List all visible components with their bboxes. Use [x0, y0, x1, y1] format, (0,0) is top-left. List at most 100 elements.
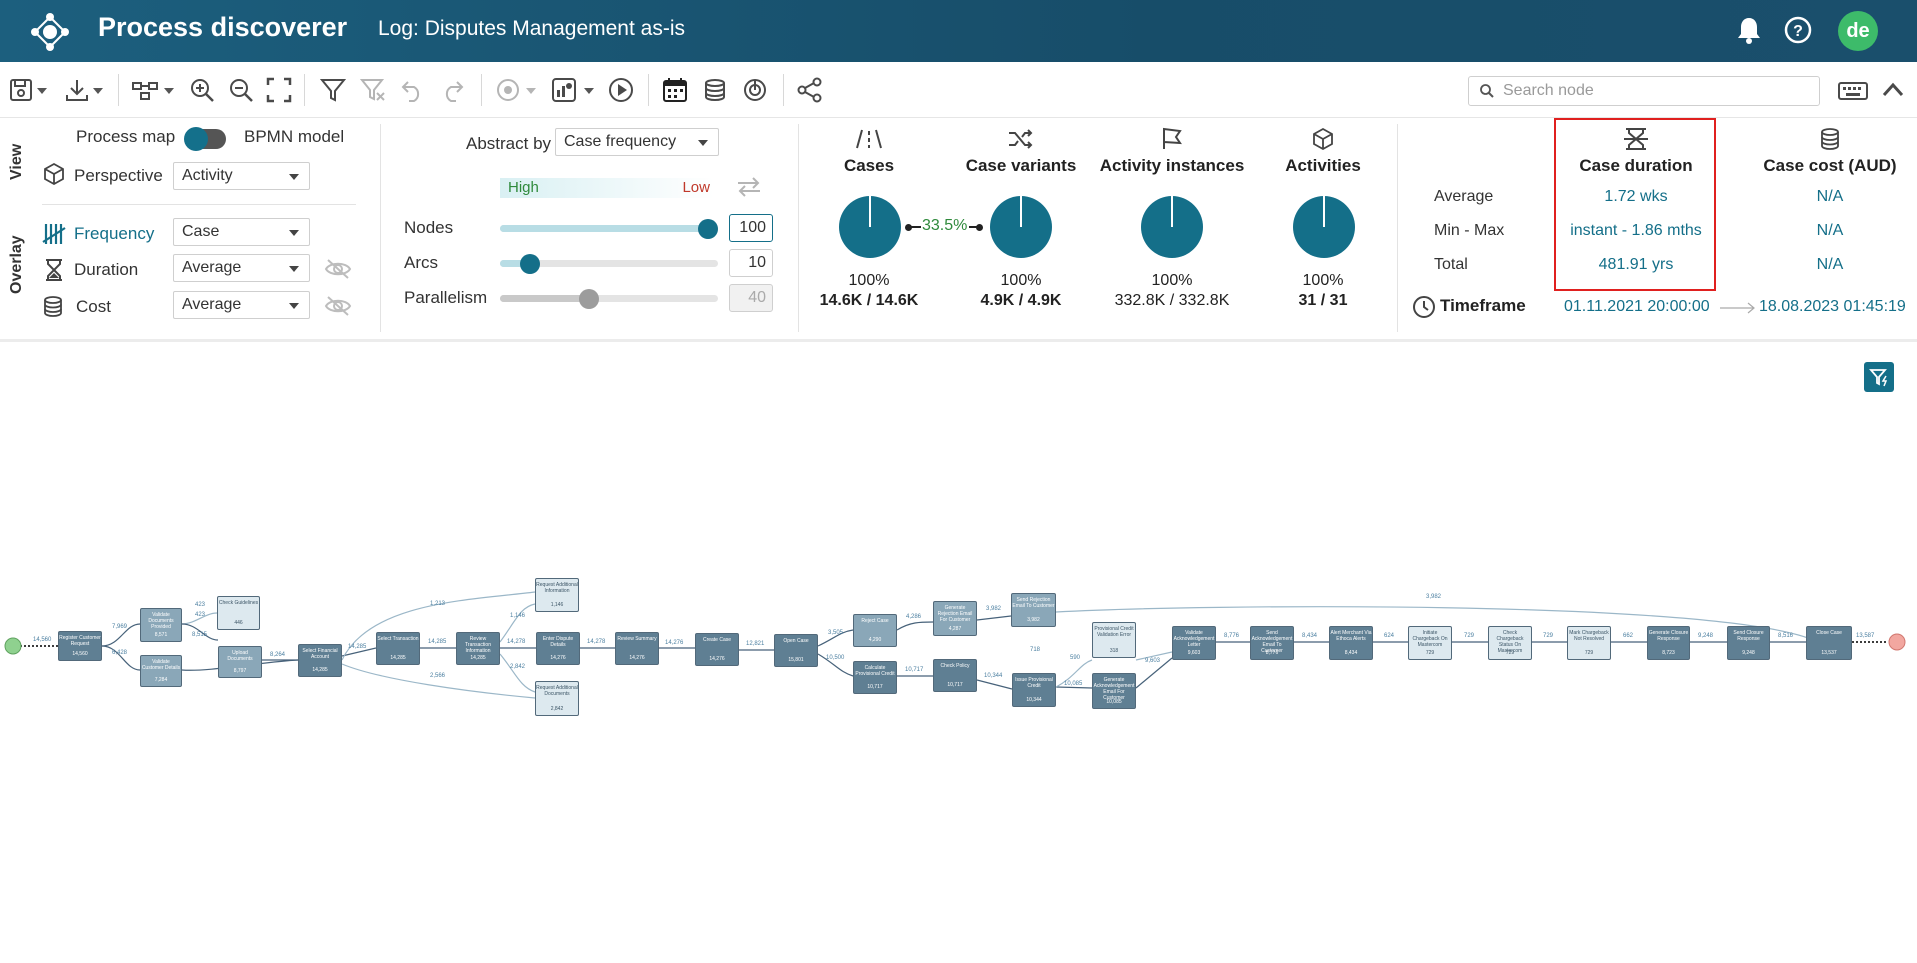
nodes-value-input[interactable]: 100 [729, 214, 773, 242]
download-menu-chevron-down-icon[interactable] [93, 88, 103, 94]
dashboard-icon[interactable] [551, 77, 577, 103]
timeframe-start[interactable]: 01.11.2021 20:00:00 [1564, 298, 1710, 315]
cost-hide-eye-icon[interactable] [324, 295, 352, 317]
node-select-financial-account[interactable]: Select Financial Account 14,285 [298, 644, 342, 677]
node-upload-documents[interactable]: Upload Documents 8,797 [218, 646, 262, 678]
node-check-chargeback-status[interactable]: Check Chargeback Status On Mastercom 729 [1488, 626, 1532, 660]
swap-direction-icon[interactable] [736, 176, 762, 198]
start-event[interactable] [4, 637, 22, 655]
view-mode-toggle[interactable] [184, 127, 226, 151]
process-map-canvas[interactable]: Register Customer Request 14,560 Validate… [0, 342, 1917, 963]
node-mark-chargeback-not-resolved[interactable]: Mark Chargeback Not Resolved 729 [1567, 626, 1611, 660]
arcs-value-input[interactable]: 10 [729, 249, 773, 277]
node-issue-provisional-credit[interactable]: Issue Provisional Credit 10,344 [1012, 673, 1056, 707]
undo-icon[interactable] [400, 77, 426, 103]
map-filter-button[interactable] [1864, 362, 1894, 392]
node-initiate-chargeback-mastercom[interactable]: Initiate Chargeback On Mastercom 729 [1408, 626, 1452, 660]
node-create-case[interactable]: Create Case 14,276 [695, 633, 739, 666]
node-review-transaction-information[interactable]: Review Transaction Information 14,285 [456, 632, 500, 665]
edge-label: 423 [195, 612, 206, 618]
keyboard-icon[interactable] [1838, 77, 1868, 103]
node-select-transaction[interactable]: Select Transaction 14,285 [376, 632, 420, 665]
help-icon[interactable]: ? [1784, 16, 1812, 44]
cost-select[interactable]: Average [173, 291, 310, 319]
timeframe-end[interactable]: 18.08.2023 01:45:19 [1759, 298, 1906, 315]
activities-pie-chart[interactable] [1293, 196, 1355, 258]
perspective-select[interactable]: Activity [173, 162, 310, 190]
animation-menu-chevron-down-icon[interactable] [526, 88, 536, 94]
node-send-rejection-email[interactable]: Send Rejection Email To Customer 3,982 [1011, 593, 1056, 627]
zoom-in-icon[interactable] [189, 77, 215, 103]
redo-icon[interactable] [439, 77, 465, 103]
case-variants-pie-chart[interactable] [990, 196, 1052, 258]
nodes-slider-thumb[interactable] [698, 219, 718, 239]
calendar-icon[interactable] [662, 77, 688, 103]
save-icon[interactable] [8, 77, 34, 103]
node-check-policy[interactable]: Check Policy 10,717 [933, 659, 977, 692]
clear-filter-icon[interactable] [359, 77, 386, 103]
node-alert-merchant-ethoca[interactable]: Alert Merchant Via Ethoca Alerts 8,434 [1329, 626, 1373, 660]
save-menu-chevron-down-icon[interactable] [37, 88, 47, 94]
search-node-input[interactable] [1503, 79, 1813, 103]
cases-road-icon [856, 129, 882, 149]
view-overlay-divider [42, 204, 356, 205]
layout-menu-chevron-down-icon[interactable] [164, 88, 174, 94]
abstract-by-select[interactable]: Case frequency [555, 128, 719, 156]
node-calculate-provisional-credit[interactable]: Calculate Provisional Credit 10,717 [853, 661, 897, 694]
node-validate-documents-provided[interactable]: Validate Documents Provided 8,571 [140, 608, 182, 642]
dashboard-menu-chevron-down-icon[interactable] [584, 88, 594, 94]
search-node-box[interactable] [1468, 76, 1820, 106]
arcs-slider[interactable] [500, 254, 718, 274]
abstraction-gradient-bar: High Low [500, 178, 714, 198]
parallelism-slider-thumb[interactable] [579, 289, 599, 309]
share-icon[interactable] [797, 77, 823, 103]
frequency-select[interactable]: Case [173, 218, 310, 246]
duration-select[interactable]: Average [173, 254, 310, 282]
cases-pie-chart[interactable] [839, 196, 901, 258]
duration-hide-eye-icon[interactable] [324, 258, 352, 280]
edge-label: 8,264 [270, 652, 286, 658]
search-icon [1480, 84, 1494, 98]
panel-divider [1397, 124, 1398, 332]
nodes-slider[interactable] [500, 219, 718, 239]
parallelism-slider[interactable] [500, 289, 718, 309]
target-icon[interactable] [742, 77, 768, 103]
edge-label: 3,505 [828, 630, 844, 636]
fit-screen-icon[interactable] [266, 77, 292, 103]
node-enter-dispute-details[interactable]: Enter Dispute Details 14,276 [536, 632, 580, 665]
download-icon[interactable] [64, 77, 90, 103]
node-send-acknowledgement-email[interactable]: Send Acknowledgement Email To Customer 8,… [1250, 626, 1294, 660]
node-check-guidelines[interactable]: Check Guidelines 446 [217, 596, 260, 630]
play-icon[interactable] [608, 77, 634, 103]
filter-flash-icon [1869, 369, 1888, 387]
node-validate-acknowledgement-letter[interactable]: Validate Acknowledgement Letter 9,603 [1172, 626, 1216, 660]
node-send-closure-response[interactable]: Send Closure Response 9,248 [1727, 626, 1770, 660]
user-avatar[interactable]: de [1838, 11, 1878, 51]
filter-icon[interactable] [319, 77, 347, 103]
node-generate-rejection-email[interactable]: Generate Rejection Email For Customer 4,2… [933, 601, 977, 636]
node-generate-closure-response[interactable]: Generate Closure Response 8,723 [1647, 626, 1690, 660]
node-request-additional-documents[interactable]: Request Additional Documents 2,842 [535, 681, 579, 716]
collapse-panel-chevron-up-icon[interactable] [1880, 77, 1906, 103]
arcs-label: Arcs [404, 253, 438, 272]
node-generate-acknowledgement-email[interactable]: Generate Acknowledgement Email For Custo… [1092, 673, 1136, 709]
animation-icon[interactable] [495, 77, 521, 103]
edge-label: 9,603 [1145, 658, 1161, 664]
notifications-bell-icon[interactable] [1736, 16, 1762, 44]
cost-icon[interactable] [702, 77, 728, 103]
node-provisional-credit-validation-error[interactable]: Provisional Credit Validation Error 318 [1092, 622, 1136, 658]
node-validate-customer-details[interactable]: Validate Customer Details 7,284 [140, 655, 182, 687]
node-close-case[interactable]: Close Case 13,537 [1806, 626, 1852, 660]
node-register-customer-request[interactable]: Register Customer Request 14,560 [58, 631, 102, 661]
activity-instances-pie-chart[interactable] [1141, 196, 1203, 258]
node-request-additional-information[interactable]: Request Additional Information 1,146 [535, 578, 579, 612]
zoom-out-icon[interactable] [228, 77, 254, 103]
edge-label: 729 [1543, 633, 1554, 639]
node-review-summary[interactable]: Review Summary 14,276 [615, 632, 659, 665]
node-reject-case[interactable]: Reject Case 4,290 [853, 614, 897, 647]
arcs-slider-thumb[interactable] [520, 254, 540, 274]
layout-icon[interactable] [132, 77, 158, 103]
node-open-case[interactable]: Open Case 15,801 [774, 634, 818, 667]
end-event[interactable] [1888, 633, 1906, 651]
case-cost-title: Case cost (AUD) [1763, 156, 1897, 175]
